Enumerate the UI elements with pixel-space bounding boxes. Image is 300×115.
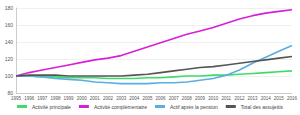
svg-text:2016: 2016 <box>287 96 298 101</box>
svg-text:1998: 1998 <box>50 96 61 101</box>
svg-text:2015: 2015 <box>274 96 285 101</box>
svg-text:2012: 2012 <box>234 96 245 101</box>
svg-text:100: 100 <box>5 73 14 79</box>
svg-text:160: 160 <box>5 22 14 28</box>
svg-text:2013: 2013 <box>248 96 259 101</box>
svg-text:Activité principale: Activité principale <box>32 104 71 110</box>
svg-text:2008: 2008 <box>182 96 193 101</box>
svg-text:2002: 2002 <box>103 96 114 101</box>
svg-text:2009: 2009 <box>195 96 206 101</box>
svg-text:Activité complémentaire: Activité complémentaire <box>94 104 147 110</box>
svg-text:1995: 1995 <box>11 96 22 101</box>
svg-text:1999: 1999 <box>64 96 75 101</box>
svg-text:2000: 2000 <box>77 96 88 101</box>
svg-text:2014: 2014 <box>261 96 272 101</box>
svg-text:140: 140 <box>5 39 14 45</box>
svg-text:120: 120 <box>5 56 14 62</box>
svg-text:180: 180 <box>5 5 14 11</box>
svg-text:1996: 1996 <box>24 96 35 101</box>
svg-text:Actif après la pension: Actif après la pension <box>170 104 218 110</box>
svg-text:2005: 2005 <box>142 96 153 101</box>
svg-text:2007: 2007 <box>169 96 180 101</box>
svg-text:2010: 2010 <box>208 96 219 101</box>
svg-text:2003: 2003 <box>116 96 127 101</box>
svg-text:2011: 2011 <box>221 96 231 101</box>
svg-text:Total des assujettis: Total des assujettis <box>241 104 284 110</box>
svg-text:80: 80 <box>7 90 13 96</box>
svg-text:1997: 1997 <box>37 96 48 101</box>
svg-text:2004: 2004 <box>129 96 140 101</box>
svg-text:2001: 2001 <box>90 96 101 101</box>
svg-text:2006: 2006 <box>156 96 167 101</box>
